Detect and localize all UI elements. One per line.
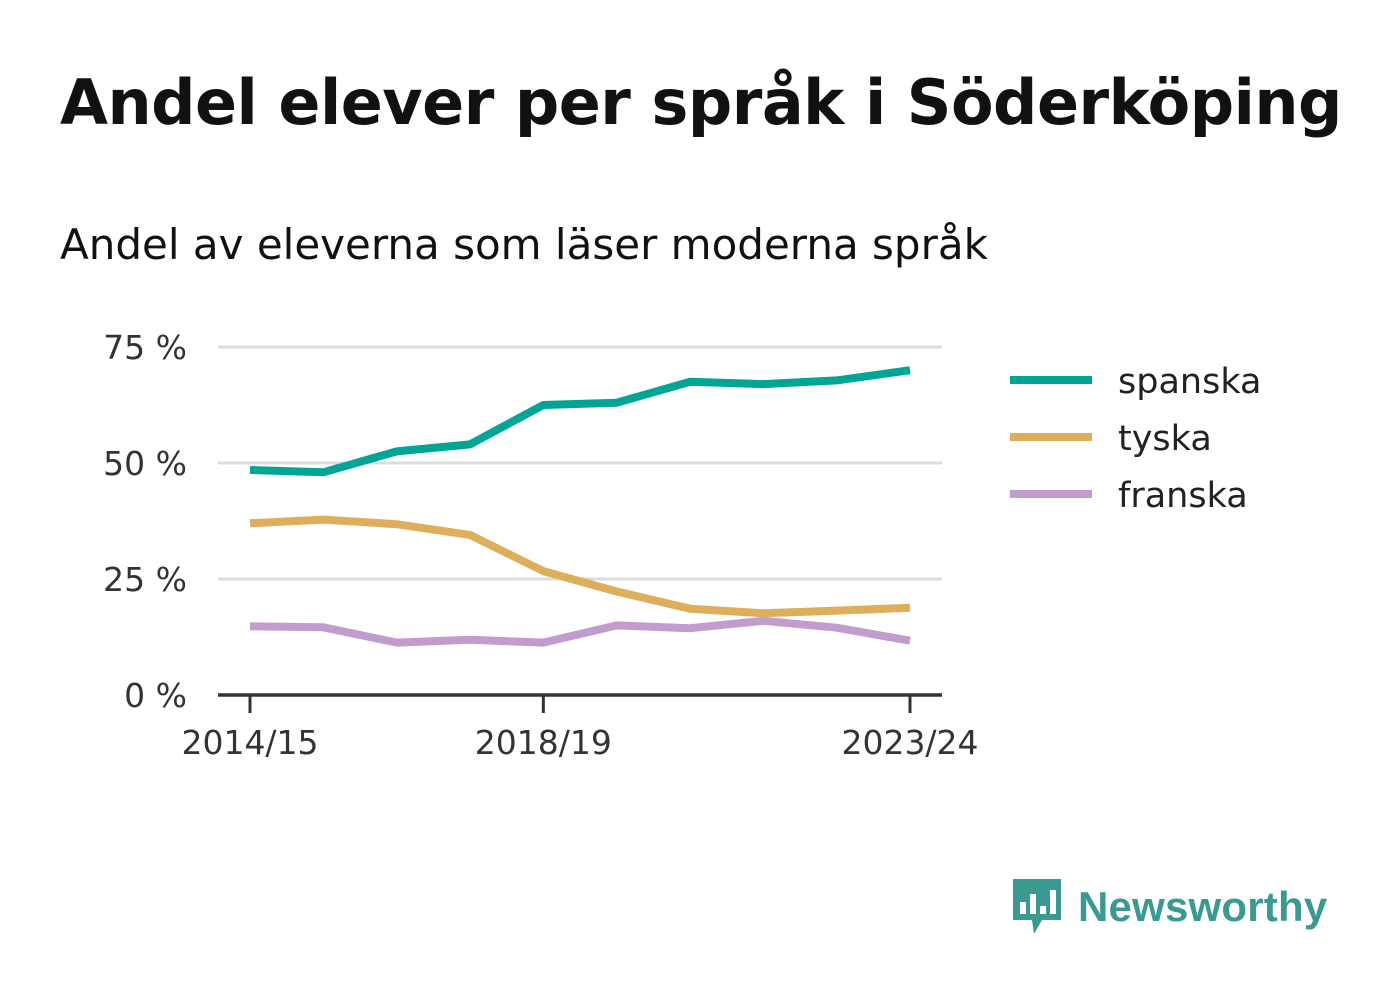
series-lines bbox=[249, 366, 911, 647]
legend-label-franska: franska bbox=[1118, 476, 1248, 516]
brand-name: Newsworthy bbox=[1078, 883, 1328, 930]
y-tick-label: 0 % bbox=[124, 676, 187, 715]
chart-title: Andel elever per språk i Söderköping bbox=[60, 66, 1342, 139]
legend-label-tyska: tyska bbox=[1118, 419, 1212, 459]
y-tick-label: 75 % bbox=[103, 328, 187, 367]
x-tick-label: 2014/15 bbox=[181, 723, 318, 762]
series-line-spanska bbox=[249, 366, 911, 477]
y-axis-tick-labels: 0 % 25 % 50 % 75 % bbox=[103, 328, 187, 715]
newsworthy-brand: Newsworthy bbox=[1010, 876, 1327, 938]
series-line-tyska bbox=[249, 515, 911, 618]
legend: spanska tyska franska bbox=[1010, 362, 1261, 516]
series-line-franska bbox=[249, 616, 911, 647]
x-tick-label: 2018/19 bbox=[475, 723, 612, 762]
chart-subtitle: Andel av eleverna som läser moderna språ… bbox=[60, 220, 988, 269]
x-axis: 2014/15 2018/19 2023/24 bbox=[181, 693, 979, 762]
legend-label-spanska: spanska bbox=[1118, 362, 1261, 402]
y-tick-label: 25 % bbox=[103, 560, 187, 599]
x-tick-label: 2023/24 bbox=[841, 723, 978, 762]
y-tick-label: 50 % bbox=[103, 444, 187, 483]
newsworthy-logo-icon bbox=[1013, 879, 1061, 934]
